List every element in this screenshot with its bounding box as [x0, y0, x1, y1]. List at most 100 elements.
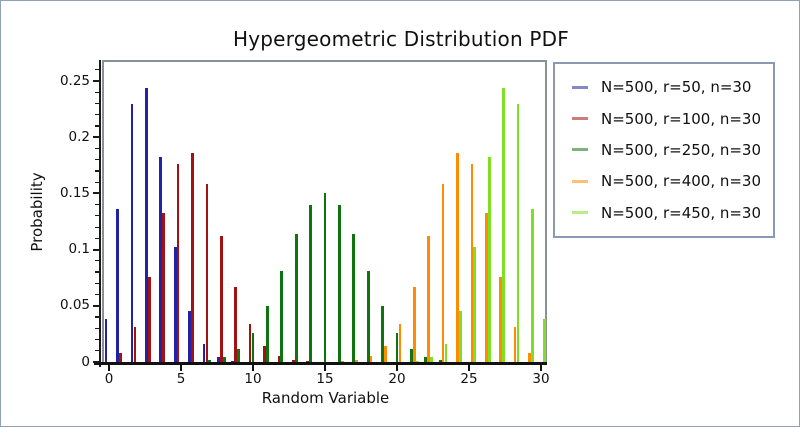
y-major-tick [92, 248, 99, 251]
bar-n-500-r-50-n-30-x8 [217, 356, 220, 362]
y-major-tick [92, 136, 99, 139]
bar-n-500-r-50-n-30-x7 [202, 344, 206, 362]
y-minor-tick [95, 271, 99, 273]
y-major-tick [92, 304, 99, 307]
y-tick-label: 0.15 [59, 184, 90, 201]
bar-n-500-r-450-n-30-x22 [430, 356, 433, 362]
y-minor-tick [95, 91, 99, 93]
y-minor-tick [95, 204, 99, 206]
x-tick-label: 0 [104, 371, 114, 387]
x-major-tick [324, 364, 326, 371]
bar-n-500-r-50-n-30-x0 [104, 318, 108, 362]
bar-n-500-r-100-n-30-x0 [104, 360, 108, 362]
bar-n-500-r-400-n-30-x28 [513, 327, 517, 362]
x-major-tick [540, 364, 542, 371]
bar-n-500-r-250-n-30-x16 [338, 204, 341, 362]
x-major-tick [252, 364, 254, 371]
y-minor-tick [95, 181, 99, 183]
legend-swatch [572, 117, 588, 121]
y-minor-tick [95, 226, 99, 228]
legend-swatch [572, 85, 588, 89]
x-tick-label: 5 [176, 371, 186, 387]
legend-label: N=500, r=100, n=30 [601, 109, 762, 128]
bar-n-500-r-50-n-30-x4 [159, 157, 163, 362]
chart-title: Hypergeometric Distribution PDF [233, 27, 569, 51]
y-minor-tick [95, 170, 99, 172]
y-minor-tick [95, 215, 99, 217]
legend-swatch [572, 148, 588, 152]
bar-n-500-r-250-n-30-x10 [251, 332, 255, 362]
bar-n-500-r-100-n-30-x8 [219, 235, 223, 362]
bar-n-500-r-400-n-30-x25 [470, 163, 474, 362]
bar-n-500-r-100-n-30-x9 [234, 287, 238, 362]
x-axis-label: Random Variable [261, 389, 390, 407]
bar-n-500-r-450-n-30-x26 [487, 157, 491, 362]
bar-n-500-r-400-n-30-x18 [369, 356, 373, 362]
bar-n-500-r-100-n-30-x11 [263, 345, 266, 362]
x-tick-label: 30 [532, 371, 550, 387]
bar-n-500-r-250-n-30-x15 [323, 193, 327, 362]
legend-swatch [572, 179, 588, 183]
legend-swatch [572, 211, 588, 215]
y-minor-tick [95, 114, 99, 116]
y-minor-tick [95, 102, 99, 105]
bar-n-500-r-100-n-30-x2 [133, 327, 137, 362]
y-minor-tick [95, 69, 99, 71]
y-axis-line [98, 60, 101, 367]
bar-n-500-r-250-n-30-x7 [208, 360, 212, 362]
x-tick-label: 25 [460, 371, 478, 387]
bar-n-500-r-250-n-30-x11 [266, 306, 269, 362]
x-tick-label: 10 [244, 371, 262, 387]
bar-n-500-r-400-n-30-x29 [528, 353, 531, 362]
y-minor-tick [95, 350, 99, 352]
legend-item: N=500, r=100, n=30 [572, 103, 773, 134]
bar-n-500-r-250-n-30-x21 [410, 348, 413, 362]
x-tick-label: 20 [388, 371, 406, 387]
y-major-tick [92, 361, 99, 363]
legend-label: N=500, r=400, n=30 [601, 172, 762, 191]
bar-n-500-r-100-n-30-x7 [205, 183, 209, 362]
legend-item: N=500, r=450, n=30 [572, 197, 773, 228]
bar-n-500-r-400-n-30-x26 [484, 212, 488, 362]
bar-n-500-r-50-n-30-x5 [173, 246, 177, 362]
bar-n-500-r-400-n-30-x23 [441, 183, 445, 362]
y-minor-tick [95, 159, 99, 161]
bar-n-500-r-100-n-30-x6 [191, 153, 194, 362]
legend-label: N=500, r=450, n=30 [601, 203, 762, 222]
y-minor-tick [95, 338, 99, 341]
x-tick-label: 15 [316, 371, 334, 387]
y-tick-label: 0 [81, 353, 90, 370]
bar-n-500-r-250-n-30-x9 [237, 348, 240, 362]
bar-n-500-r-250-n-30-x20 [395, 332, 399, 362]
bar-n-500-r-50-n-30-x1 [116, 208, 119, 362]
bar-n-500-r-250-n-30-x22 [424, 356, 428, 362]
bar-n-500-r-400-n-30-x20 [398, 324, 402, 362]
bar-n-500-r-450-n-30-x21 [415, 360, 419, 362]
bar-n-500-r-100-n-30-x12 [277, 356, 281, 362]
y-tick-label: 0.2 [68, 128, 90, 145]
bar-n-500-r-100-n-30-x14 [306, 361, 310, 362]
legend-label: N=500, r=50, n=30 [601, 78, 752, 97]
legend-item: N=500, r=50, n=30 [572, 72, 773, 103]
bar-n-500-r-450-n-30-x30 [543, 318, 546, 362]
bar-n-500-r-450-n-30-x23 [444, 344, 448, 362]
legend: N=500, r=50, n=30 N=500, r=100, n=30 N=5… [553, 62, 775, 238]
bar-n-500-r-250-n-30-x13 [294, 233, 298, 362]
bar-n-500-r-400-n-30-x27 [499, 276, 503, 362]
legend-item: N=500, r=400, n=30 [572, 166, 773, 197]
x-major-tick [396, 364, 398, 371]
bar-n-500-r-250-n-30-x14 [309, 204, 312, 362]
bar-n-500-r-250-n-30-x19 [381, 306, 384, 362]
y-minor-tick [95, 282, 99, 284]
y-tick-label: 0.05 [59, 297, 90, 314]
bar-n-500-r-450-n-30-x29 [531, 208, 534, 362]
y-minor-tick [95, 260, 99, 262]
y-minor-tick [95, 147, 99, 150]
legend-item: N=500, r=250, n=30 [572, 134, 773, 165]
x-major-tick [468, 364, 470, 371]
bar-n-500-r-400-n-30-x16 [340, 361, 344, 362]
bar-n-500-r-100-n-30-x3 [147, 276, 151, 362]
bar-n-500-r-250-n-30-x18 [366, 271, 370, 362]
x-major-tick [180, 364, 182, 371]
